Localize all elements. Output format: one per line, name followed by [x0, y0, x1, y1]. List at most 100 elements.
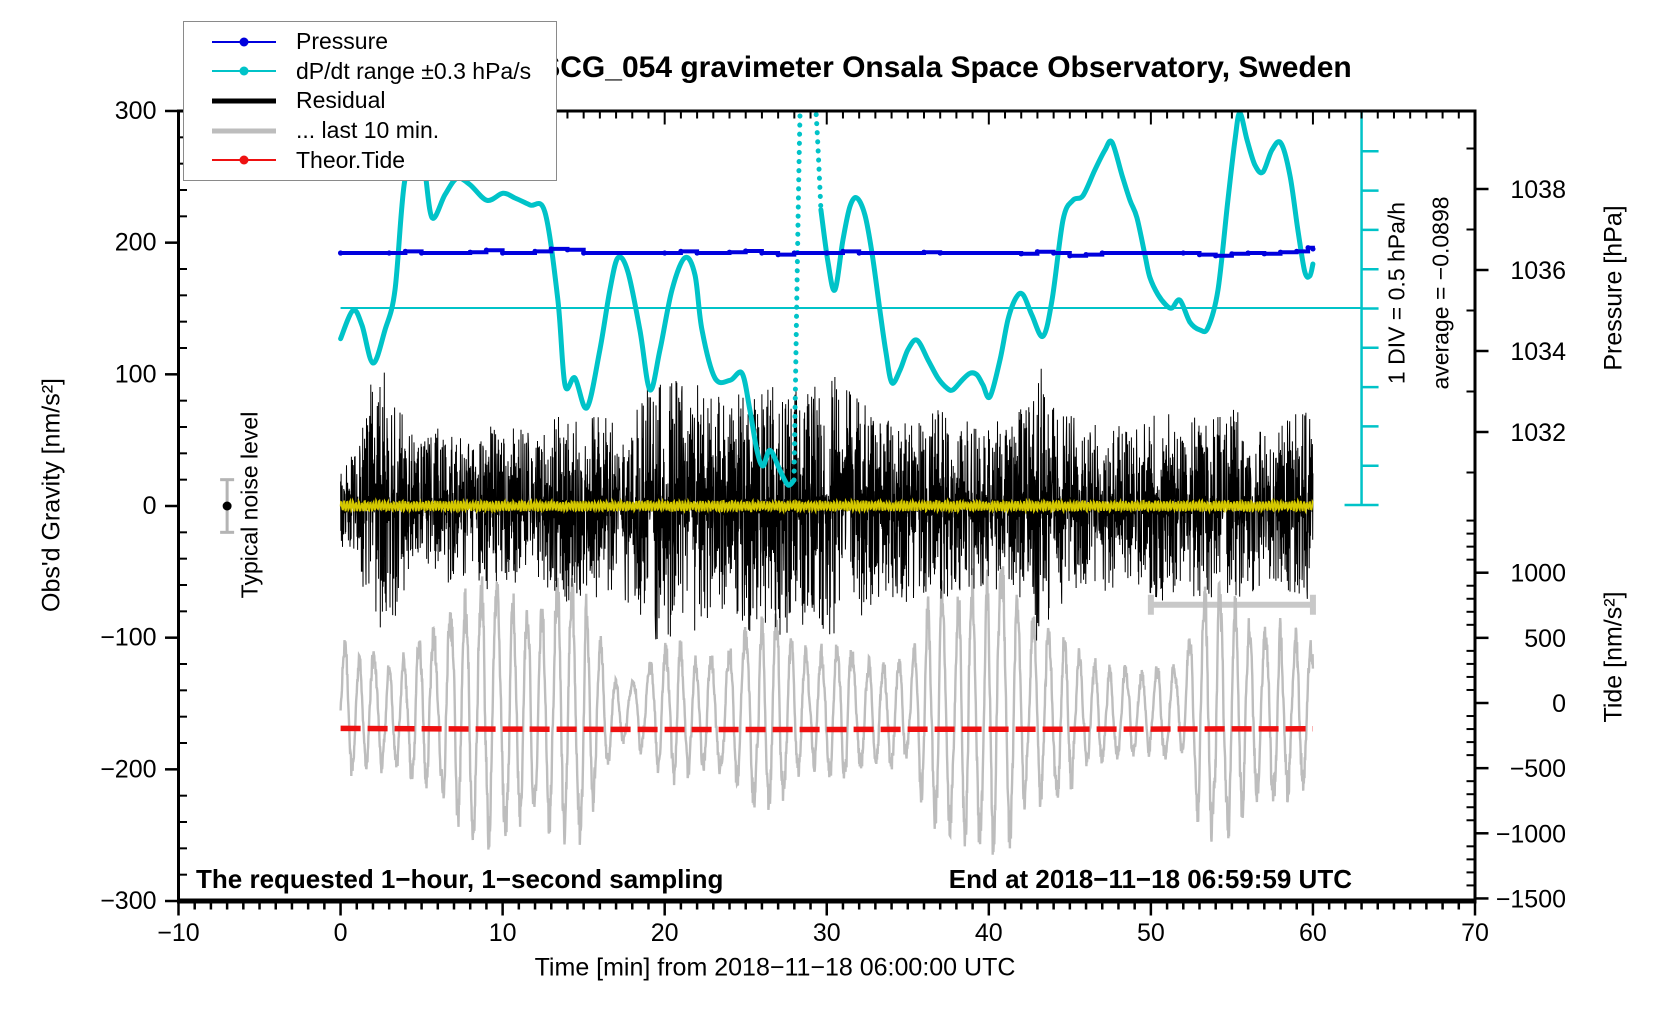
- tick-label: −1500: [1496, 885, 1566, 913]
- chart-title: SCG_054 gravimeter Onsala Space Observat…: [540, 51, 1352, 84]
- legend-item: Theor.Tide: [212, 146, 556, 174]
- pressure-sample-dot: [402, 248, 408, 254]
- legend-label: Residual: [296, 87, 386, 114]
- pressure-sample-dot: [548, 246, 554, 252]
- legend-item: ... last 10 min.: [212, 117, 556, 145]
- pressure-sample-dot: [694, 250, 700, 256]
- legend-item: dP/dt range ±0.3 hPa/s: [212, 57, 556, 85]
- div-scale-label: 1 DIV = 0.5 hPa/h: [1383, 201, 1410, 385]
- pressure-axis-label: Pressure [hPa]: [1599, 205, 1628, 371]
- tick-label: 1034: [1510, 338, 1566, 366]
- pressure-sample-dot: [564, 247, 571, 253]
- tick-label: 1038: [1510, 176, 1566, 204]
- series-theor-tide: [340, 725, 1313, 733]
- pressure-sample-dot: [791, 250, 797, 256]
- pressure-sample-dot: [1018, 251, 1024, 257]
- legend-box: Pressure dP/dt range ±0.3 hPa/s Residual..…: [183, 21, 557, 181]
- pressure-sample-dot: [337, 250, 344, 256]
- legend-label: Pressure: [296, 28, 389, 55]
- pressure-sample-dot: [1180, 250, 1186, 256]
- tide-axis-label: Tide [nm/s²]: [1599, 591, 1628, 723]
- x-axis-label: Time [min] from 2018−11−18 06:00:00 UTC: [534, 953, 1016, 982]
- series-dpdt-solid: [338, 160, 797, 488]
- tick-label: 500: [1524, 625, 1566, 653]
- pressure-sample-dot: [743, 248, 749, 254]
- tick-label: 1000: [1510, 560, 1566, 588]
- legend-label: dP/dt range ±0.3 hPa/s: [296, 57, 532, 84]
- tick-label: −10: [157, 919, 199, 947]
- end-time-annotation: End at 2018−11−18 06:59:59 UTC: [948, 864, 1352, 894]
- pressure-sample-dot: [500, 250, 506, 256]
- noise-level-label: Typical noise level: [236, 411, 263, 599]
- tick-label: 300: [115, 97, 157, 125]
- div-average-label: average = −0.0898: [1427, 196, 1454, 390]
- pressure-sample-dot: [775, 252, 781, 258]
- tick-label: −100: [100, 624, 156, 652]
- pressure-sample-dot: [1305, 245, 1311, 251]
- sampling-annotation: The requested 1−hour, 1−second sampling: [196, 864, 724, 894]
- legend-label: ... last 10 min.: [296, 117, 440, 144]
- pressure-sample-dot: [532, 248, 538, 254]
- pressure-sample-dot: [840, 248, 846, 254]
- pressure-sample-dot: [921, 249, 927, 255]
- pressure-sample-dot: [1067, 253, 1073, 259]
- plot-area: [337, 111, 1316, 855]
- pressure-sample-dot: [1034, 249, 1041, 255]
- legend-item: Residual: [212, 87, 556, 115]
- tick-label: 70: [1461, 919, 1489, 947]
- legend-item: Pressure: [212, 28, 556, 56]
- pressure-sample-dot: [1310, 246, 1316, 252]
- pressure-sample-dot: [824, 250, 830, 256]
- legend-sample-line: [212, 95, 276, 107]
- series-dpdt-dotted: [791, 111, 824, 483]
- tick-label: −500: [1510, 755, 1566, 783]
- legend-sample-line: [212, 125, 276, 137]
- tick-label: 1036: [1510, 257, 1566, 285]
- series-residual-filtered: [339, 497, 1314, 515]
- legend-sample-line: [212, 65, 276, 77]
- tick-label: 30: [813, 919, 841, 947]
- tick-label: 1032: [1510, 419, 1566, 447]
- pressure-sample-dot: [1277, 249, 1284, 255]
- tick-label: −300: [100, 887, 156, 915]
- tick-label: 100: [115, 360, 157, 388]
- tick-label: −1000: [1496, 820, 1566, 848]
- pressure-sample-dot: [483, 247, 490, 253]
- pressure-sample-dot: [1229, 251, 1235, 257]
- pressure-sample-dot: [467, 249, 473, 255]
- pressure-sample-dot: [1245, 250, 1251, 256]
- tick-label: 0: [334, 919, 348, 947]
- pressure-sample-dot: [1196, 252, 1203, 258]
- pressure-sample-dot: [759, 250, 765, 256]
- pressure-sample-dot: [1213, 253, 1219, 259]
- legend-sample-line: [212, 36, 276, 48]
- tick-label: 0: [143, 492, 157, 520]
- y-left-axis-label: Obs'd Gravity [nm/s²]: [37, 378, 66, 612]
- tick-label: 0: [1552, 690, 1566, 718]
- pressure-sample-dot: [581, 250, 587, 256]
- pressure-sample-dot: [856, 250, 862, 256]
- legend-label: Theor.Tide: [296, 146, 406, 173]
- pressure-sample-dot: [1261, 251, 1267, 257]
- tick-label: 50: [1137, 919, 1165, 947]
- tick-label: 40: [975, 919, 1003, 947]
- tick-label: 200: [115, 229, 157, 257]
- tick-label: 60: [1299, 919, 1327, 947]
- tick-label: 10: [489, 919, 517, 947]
- pressure-sample-dot: [1099, 250, 1105, 256]
- tick-label: 20: [651, 919, 679, 947]
- noise-marker-dot: [222, 501, 232, 511]
- tick-label: −200: [100, 755, 156, 783]
- pressure-sample-dot: [1051, 250, 1057, 256]
- pressure-sample-dot: [726, 249, 733, 255]
- pressure-sample-dot: [386, 250, 392, 256]
- pressure-sample-dot: [937, 250, 943, 256]
- pressure-sample-dot: [662, 250, 668, 256]
- series-last10min: [339, 566, 1315, 855]
- pressure-sample-dot: [1083, 252, 1089, 258]
- series-dpdt-solid2: [818, 111, 1316, 401]
- pressure-sample-dot: [678, 248, 684, 254]
- pressure-sample-dot: [1294, 248, 1300, 254]
- legend-sample-line: [212, 154, 276, 166]
